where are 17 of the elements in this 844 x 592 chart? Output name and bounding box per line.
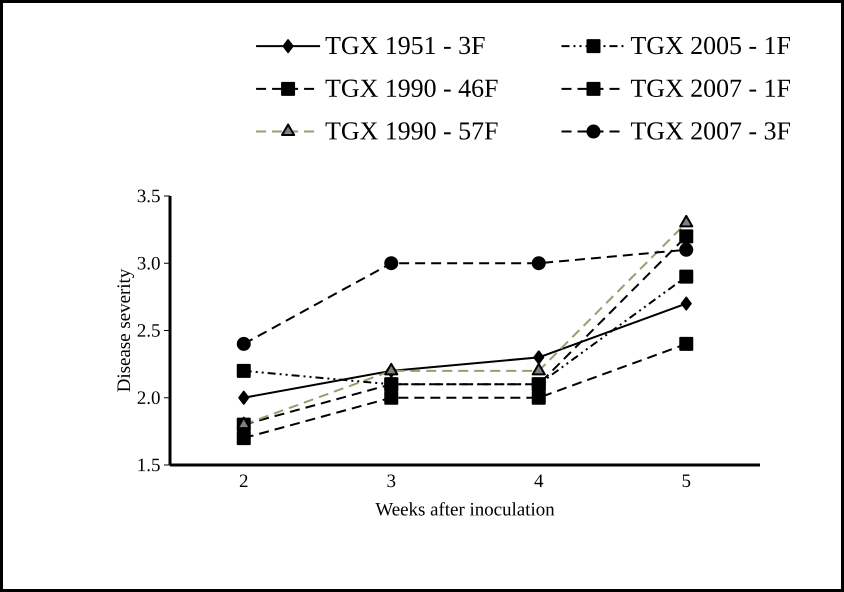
legend-label: TGX 1951 - 3F <box>326 36 485 54</box>
legend-label: TGX 2005 - 1F <box>630 36 790 54</box>
y-tick-label: 1.5 <box>138 458 160 472</box>
x-tick-label: 3 <box>387 474 396 488</box>
y-tick-label: 3.5 <box>138 190 160 202</box>
legend-label: TGX 2007 - 3F <box>630 122 790 140</box>
x-tick-label: 5 <box>682 474 690 488</box>
x-axis-title: Weeks after inoculation <box>375 502 554 516</box>
x-tick-label: 4 <box>534 474 544 487</box>
y-tick-label: 2.0 <box>138 391 160 404</box>
y-tick-label: 3.0 <box>138 256 160 270</box>
legend-label: TGX 2007 - 1F <box>630 79 790 97</box>
y-tick-label: 2.5 <box>138 324 160 337</box>
legend-label: TGX 1990 - 46F <box>326 79 498 97</box>
y-axis-title: Disease severity <box>117 268 134 392</box>
x-tick-label: 2 <box>240 474 248 488</box>
legend-label: TGX 1990 - 57F <box>326 122 498 140</box>
